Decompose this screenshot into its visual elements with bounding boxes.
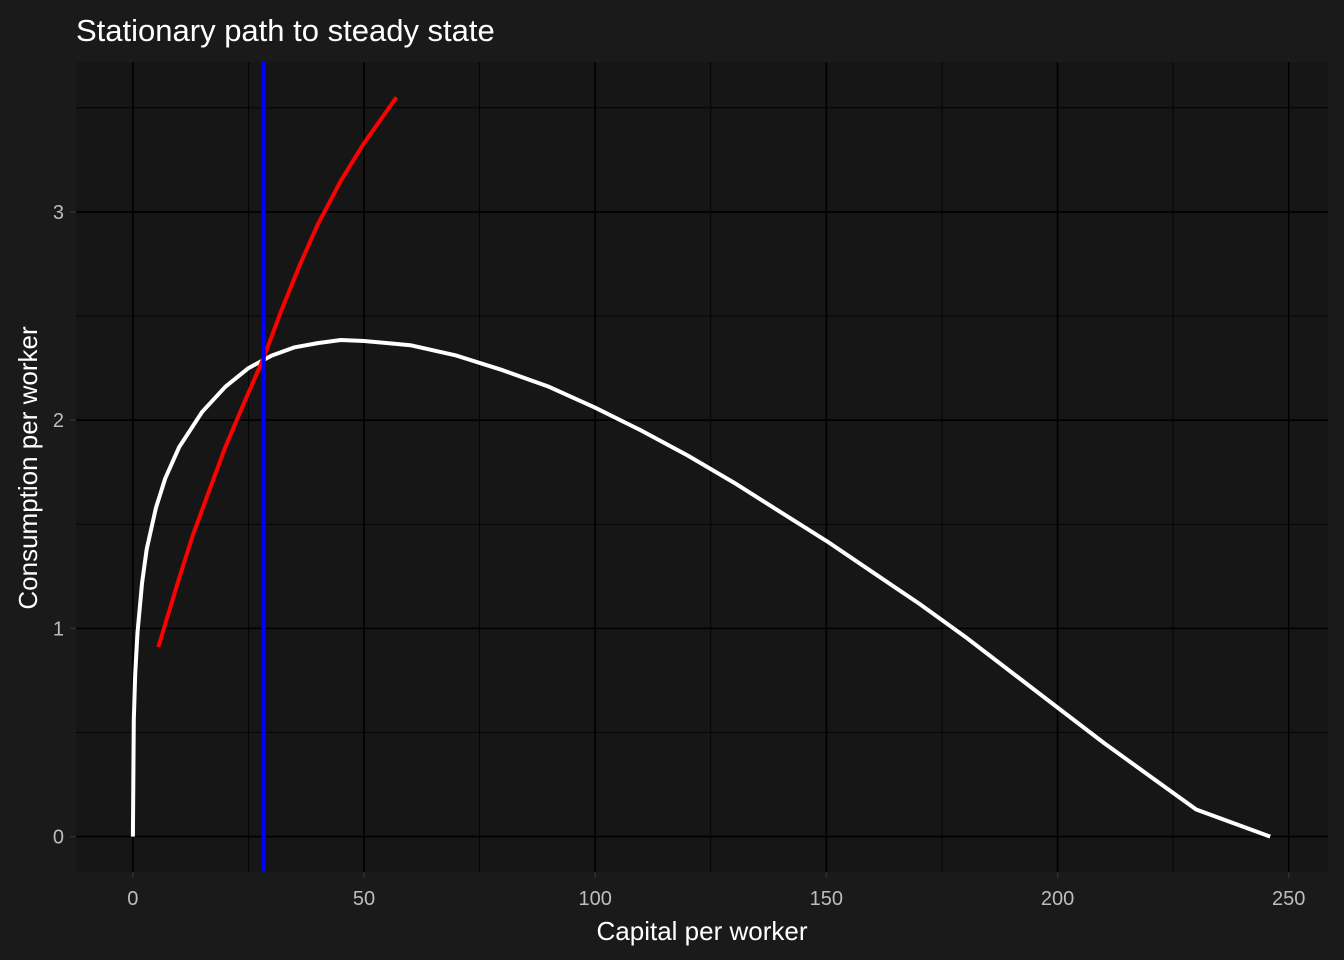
x-tick-label: 150 <box>810 888 843 910</box>
x-tick-label: 200 <box>1041 888 1074 910</box>
y-tick-label: 1 <box>53 618 64 640</box>
x-tick-label: 250 <box>1272 888 1305 910</box>
y-tick-label: 0 <box>53 827 64 849</box>
plot-panel <box>76 62 1328 872</box>
chart-title: Stationary path to steady state <box>76 13 495 48</box>
series-layer <box>130 62 1271 872</box>
series-line-2 <box>156 96 399 648</box>
series-line-1 <box>130 338 1271 839</box>
y-tick-label: 2 <box>53 410 64 432</box>
x-axis-label: Capital per worker <box>597 916 808 946</box>
x-tick-label: 100 <box>579 888 612 910</box>
x-axis-ticks: 0 50 100 150 200 250 <box>127 872 1305 910</box>
y-axis-ticks: 0 1 2 3 <box>53 202 76 849</box>
x-tick-label: 50 <box>353 888 375 910</box>
grid-major <box>76 62 1328 872</box>
y-axis-label: Consumption per worker <box>13 326 43 610</box>
x-tick-label: 0 <box>127 888 138 910</box>
y-tick-label: 3 <box>53 202 64 224</box>
grid-minor <box>76 62 1328 872</box>
